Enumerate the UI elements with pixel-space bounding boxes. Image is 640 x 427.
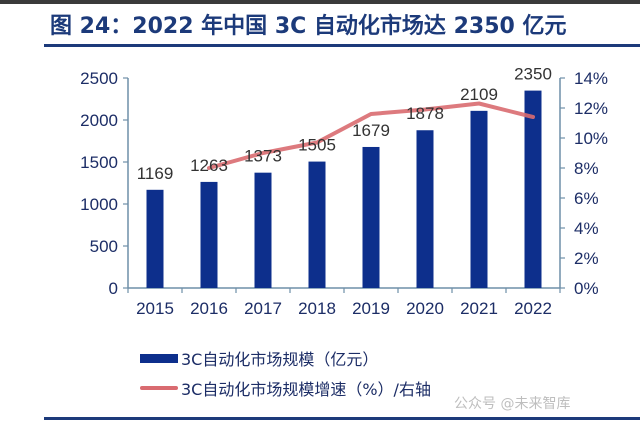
watermark: 公众号 @未来智库: [454, 396, 571, 412]
legend: 3C自动化市场规模（亿元） 3C自动化市场规模增速（%）/右轴: [140, 343, 431, 403]
right-tick-label: 6%: [574, 189, 599, 208]
right-tick-label: 2%: [574, 249, 599, 268]
x-tick-label: 2016: [190, 299, 228, 318]
right-axis: 0% 2% 4% 6% 8% 10% 12% 14%: [559, 69, 608, 298]
left-tick-label: 500: [90, 237, 118, 256]
right-tick-label: 0%: [574, 279, 599, 298]
left-tick-label: 0: [109, 279, 118, 298]
left-tick-label: 2000: [80, 111, 118, 130]
right-tick-label: 12%: [574, 99, 608, 118]
x-tick-label: 2015: [136, 299, 174, 318]
bar: [362, 146, 380, 288]
x-tick-label: 2017: [244, 299, 282, 318]
top-band: [0, 0, 640, 4]
x-tick-label: 2022: [514, 299, 552, 318]
x-tick-label: 2019: [352, 299, 390, 318]
bar-data-label: 2109: [460, 85, 498, 104]
bar: [146, 189, 164, 288]
chart: 0 500 1000 1500 2000 2500 0% 2% 4% 6% 8% 10% 12% 14%…: [80, 65, 608, 318]
bottom-rule: [44, 417, 640, 420]
bar: [524, 90, 542, 288]
data-labels: 1169 1263 1373 1505 1679 1878 2109 2350: [137, 65, 552, 183]
x-tick-label: 2021: [460, 299, 498, 318]
bars: [146, 90, 542, 289]
right-tick-label: 10%: [574, 129, 608, 148]
bar-data-label: 1679: [352, 121, 390, 140]
bar: [470, 110, 488, 289]
left-tick-label: 2500: [80, 69, 118, 88]
growth-line: [207, 101, 535, 170]
bar-data-label: 1169: [137, 164, 174, 183]
bar: [254, 172, 272, 288]
left-tick-label: 1000: [80, 195, 118, 214]
chart-title: 图 24：2022 年中国 3C 自动化市场达 2350 亿元: [50, 14, 567, 39]
legend-line-label: 3C自动化市场规模增速（%）/右轴: [181, 380, 431, 399]
x-tick-label: 2018: [298, 299, 336, 318]
x-tick-label: 2020: [406, 299, 444, 318]
legend-line-swatch: [140, 386, 178, 390]
bar-data-label: 1373: [244, 147, 282, 166]
bar: [200, 181, 218, 288]
legend-item-bar: 3C自动化市场规模（亿元）: [140, 343, 431, 373]
bar: [308, 161, 326, 288]
left-tick-label: 1500: [80, 153, 118, 172]
right-tick-label: 14%: [574, 69, 608, 88]
legend-bar-label: 3C自动化市场规模（亿元）: [181, 350, 379, 369]
bar-data-label: 2350: [514, 65, 552, 84]
left-axis: 0 500 1000 1500 2000 2500: [80, 69, 129, 298]
legend-bar-swatch: [140, 353, 178, 363]
title-rule: [44, 44, 640, 47]
bar-data-label: 1263: [190, 156, 228, 175]
right-tick-label: 8%: [574, 159, 599, 178]
bar: [416, 130, 434, 288]
x-axis: 2015 2016 2017 2018 2019 2020 2021 2022: [127, 287, 561, 318]
legend-item-line: 3C自动化市场规模增速（%）/右轴: [140, 373, 431, 403]
right-tick-label: 4%: [574, 219, 599, 238]
bar-data-label: 1878: [406, 104, 444, 123]
bar-data-label: 1505: [298, 136, 336, 155]
